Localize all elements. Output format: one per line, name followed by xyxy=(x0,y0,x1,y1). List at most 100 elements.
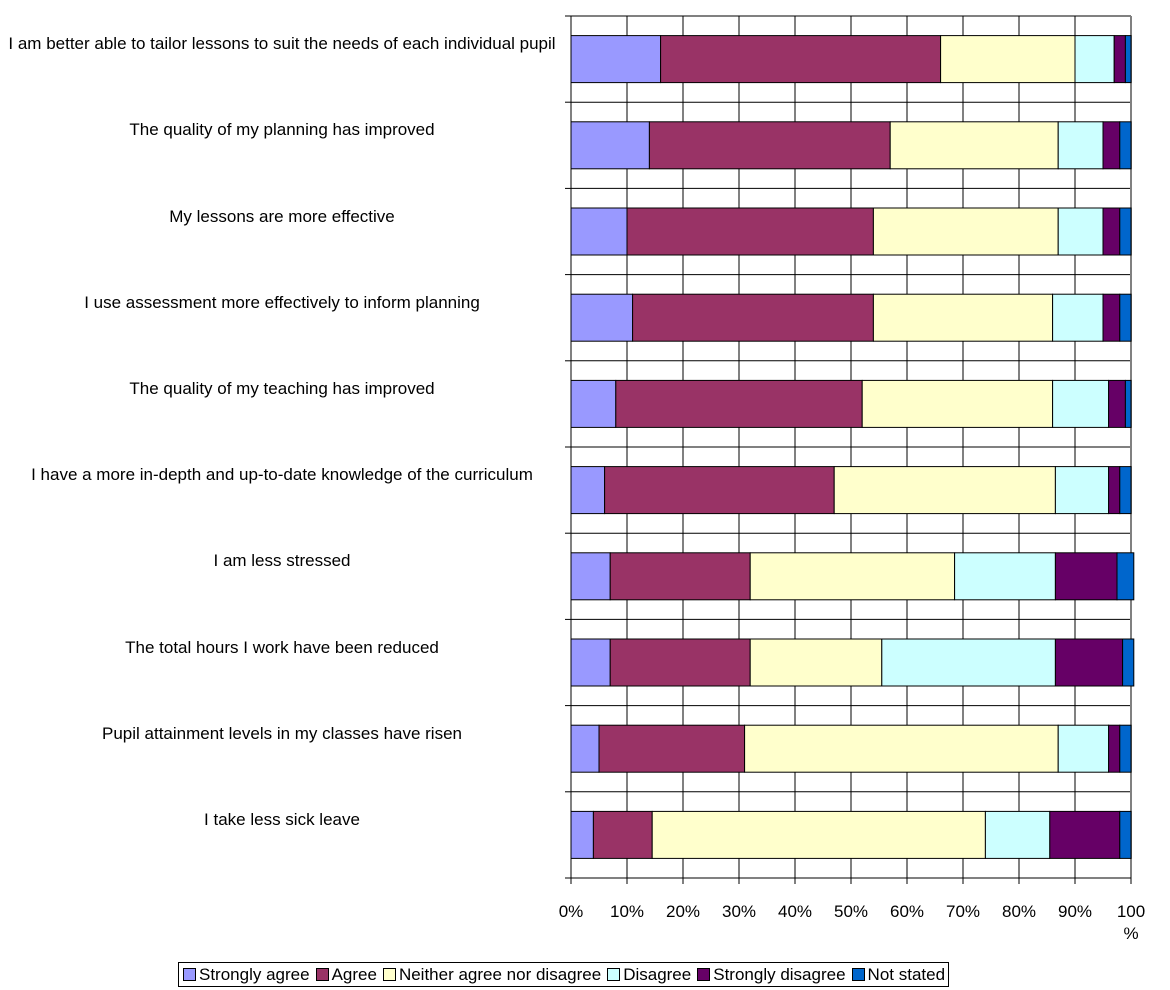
bar-segment xyxy=(1124,379,1132,428)
bar-segment xyxy=(861,379,1054,428)
x-tick-label: 50% xyxy=(833,902,869,921)
legend-swatch xyxy=(382,968,396,981)
bar-segment xyxy=(626,207,874,256)
bar-segment xyxy=(1102,207,1121,256)
legend-item: Agree xyxy=(315,964,377,985)
bar-segment xyxy=(1102,293,1121,342)
legend-label: Neither agree nor disagree xyxy=(398,964,602,984)
bar-segment xyxy=(1054,552,1118,601)
x-tick-label: 0% xyxy=(558,902,584,921)
bar-segment xyxy=(1124,35,1132,84)
legend-label: Not stated xyxy=(867,964,946,984)
x-tick-label: 10% xyxy=(609,902,645,921)
bar-segment xyxy=(592,810,653,859)
x-tick-label: 70% xyxy=(945,902,981,921)
bar-segment xyxy=(1108,466,1121,515)
x-tick-label: 40% xyxy=(777,902,813,921)
bar-segment xyxy=(1119,121,1132,170)
bar-segment xyxy=(660,35,942,84)
bar-segment xyxy=(881,638,1056,687)
bar-segment xyxy=(1119,466,1132,515)
legend-swatch xyxy=(315,968,329,981)
bar-segment xyxy=(598,724,746,773)
bar-segment xyxy=(1108,724,1121,773)
bar-segment xyxy=(1119,724,1132,773)
bar-segment xyxy=(833,466,1056,515)
bar-segment xyxy=(872,293,1054,342)
bar-segment xyxy=(872,207,1059,256)
x-tick-label: 60% xyxy=(889,902,925,921)
bar-segment xyxy=(1074,35,1115,84)
bar-segment xyxy=(1052,293,1104,342)
legend-label: Disagree xyxy=(623,964,692,984)
legend-label: Agree xyxy=(331,964,377,984)
bar-segment xyxy=(1122,638,1135,687)
bar-segment xyxy=(749,638,883,687)
legend-swatch xyxy=(851,968,865,981)
legend-item: Not stated xyxy=(851,964,946,985)
category-label: I am less stressed xyxy=(213,551,351,571)
category-label: I have a more in-depth and up-to-date kn… xyxy=(31,465,533,485)
bar-segment xyxy=(570,293,634,342)
legend-item: Strongly agree xyxy=(183,965,310,985)
bar-segment xyxy=(570,724,600,773)
bar-segment xyxy=(1054,638,1124,687)
bar-segment xyxy=(1119,810,1132,859)
category-label: I use assessment more effectively to inf… xyxy=(84,292,480,312)
bar-segment xyxy=(744,724,1059,773)
bar-segment xyxy=(1113,35,1126,84)
axes xyxy=(565,15,1132,884)
legend-label: Strongly agree xyxy=(199,964,310,984)
bar-segment xyxy=(604,466,835,515)
bar-segment xyxy=(1052,379,1110,428)
category-label: The quality of my teaching has improved xyxy=(129,378,435,398)
legend-item: Neither agree nor disagree xyxy=(382,964,602,985)
bar-segment xyxy=(1049,810,1121,859)
legend-swatch xyxy=(607,968,621,981)
bar-segment xyxy=(570,379,617,428)
bar-segment xyxy=(570,207,628,256)
bar-segment xyxy=(609,638,751,687)
bar-segment xyxy=(1057,724,1110,773)
bar-segment xyxy=(940,35,1076,84)
legend-item: Strongly disagree xyxy=(697,964,846,985)
category-label: Pupil attainment levels in my classes ha… xyxy=(102,723,462,743)
bar-segment xyxy=(570,552,611,601)
bar-segment xyxy=(570,121,650,170)
bar-segment xyxy=(1116,552,1135,601)
bar-segment xyxy=(1102,121,1121,170)
bars xyxy=(570,35,1135,859)
bar-segment xyxy=(1054,466,1110,515)
bar-segment xyxy=(1108,379,1126,428)
bar-segment xyxy=(889,121,1059,170)
category-label: The quality of my planning has improved xyxy=(129,120,435,140)
bar-segment xyxy=(632,293,874,342)
x-tick-label: 100 % xyxy=(1116,902,1146,943)
x-tick-label: 90% xyxy=(1057,902,1093,921)
legend-swatch xyxy=(697,968,711,981)
bar-segment xyxy=(1057,121,1104,170)
legend-item: Disagree xyxy=(607,965,691,985)
x-tick-label: 30% xyxy=(721,902,757,921)
bar-segment xyxy=(954,552,1056,601)
bar-segment xyxy=(749,552,956,601)
bar-segment xyxy=(615,379,863,428)
bar-segment xyxy=(984,810,1051,859)
bar-segment xyxy=(1119,207,1132,256)
category-label: My lessons are more effective xyxy=(169,206,395,226)
category-label: The total hours I work have been reduced xyxy=(125,637,439,657)
bar-segment xyxy=(1057,207,1104,256)
bar-segment xyxy=(570,35,662,84)
x-tick-label: 80% xyxy=(1001,902,1037,921)
bar-segment xyxy=(651,810,986,859)
bar-segment xyxy=(648,121,891,170)
legend: Strongly agree Agree Neither agree nor dis… xyxy=(178,962,950,987)
legend-label: Strongly disagree xyxy=(713,964,846,984)
category-label: I take less sick leave xyxy=(204,809,360,829)
category-label: I am better able to tailor lessons to su… xyxy=(8,34,556,54)
bar-segment xyxy=(570,810,594,859)
bar-segment xyxy=(570,638,611,687)
legend-swatch xyxy=(183,968,196,981)
x-tick-label: 20% xyxy=(665,902,701,921)
